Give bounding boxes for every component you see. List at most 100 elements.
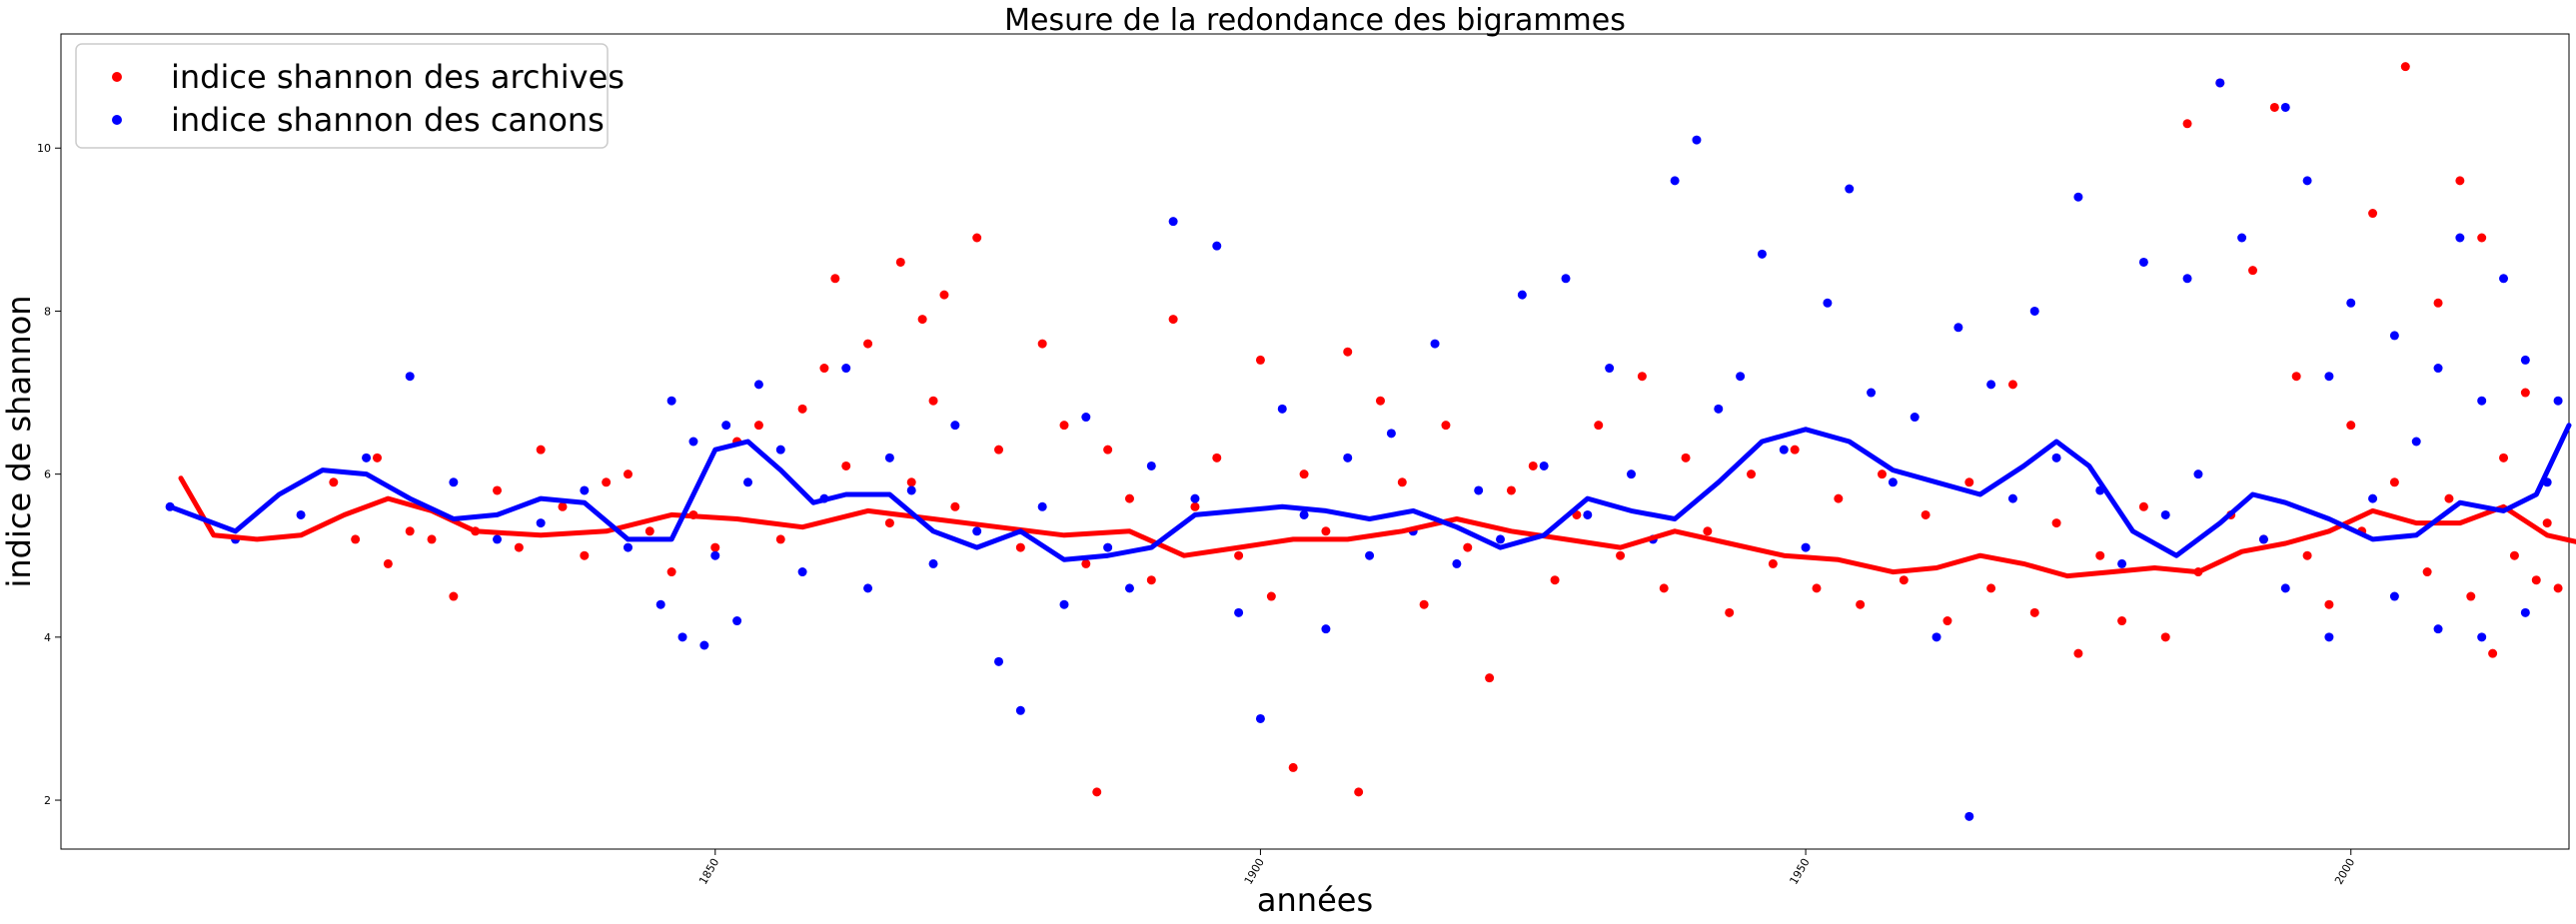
y-axis-label: indice de shannon	[0, 296, 38, 588]
data-point-archives	[1485, 673, 1495, 683]
data-point-canons	[1986, 380, 1996, 390]
data-point-canons	[1343, 453, 1353, 462]
data-point-canons	[2477, 632, 2487, 642]
data-point-archives	[917, 315, 927, 325]
data-point-archives	[1856, 599, 1866, 609]
data-point-archives	[710, 542, 720, 552]
legend-marker-canons	[112, 115, 122, 125]
data-point-canons	[753, 380, 763, 390]
data-point-archives	[1288, 762, 1298, 772]
data-point-archives	[775, 534, 785, 544]
data-point-canons	[1605, 364, 1615, 374]
x-tick-label: 1850	[696, 856, 721, 887]
data-point-archives	[1419, 599, 1429, 609]
data-point-archives	[2444, 493, 2454, 503]
data-point-archives	[2248, 266, 2258, 276]
data-point-canons	[1626, 469, 1636, 479]
data-point-canons	[1561, 274, 1571, 284]
data-point-archives	[2302, 550, 2312, 560]
data-point-canons	[2499, 274, 2509, 284]
data-point-archives	[1092, 787, 1102, 797]
data-point-canons	[2182, 274, 2192, 284]
data-point-archives	[1616, 550, 1626, 560]
data-point-canons	[2258, 534, 2268, 544]
data-point-archives	[2029, 607, 2039, 617]
data-point-archives	[1299, 469, 1309, 479]
data-point-canons	[1757, 249, 1767, 259]
data-point-canons	[2029, 306, 2039, 316]
data-points	[165, 62, 2563, 821]
data-point-canons	[775, 445, 785, 455]
chart-title: Mesure de la redondance des bigrammes	[1004, 3, 1626, 38]
data-point-canons	[1168, 217, 1178, 227]
data-point-archives	[1081, 558, 1091, 568]
data-point-canons	[1234, 607, 1244, 617]
data-point-canons	[1867, 388, 1877, 398]
data-point-archives	[1550, 575, 1560, 585]
data-point-archives	[928, 396, 938, 406]
data-point-canons	[1452, 558, 1462, 568]
data-point-archives	[1790, 445, 1800, 455]
data-point-canons	[2215, 78, 2225, 88]
data-point-archives	[2520, 388, 2530, 398]
data-point-archives	[536, 445, 546, 455]
data-point-archives	[1015, 542, 1025, 552]
data-point-archives	[1899, 575, 1909, 585]
data-point-canons	[2138, 257, 2148, 267]
data-point-canons	[1714, 404, 1724, 414]
data-point-canons	[2280, 102, 2290, 112]
data-point-canons	[1386, 429, 1396, 439]
data-point-canons	[2237, 233, 2247, 243]
data-point-archives	[2346, 421, 2356, 431]
data-point-canons	[2302, 176, 2312, 186]
data-point-canons	[1474, 485, 1484, 495]
data-point-archives	[2553, 583, 2563, 593]
data-point-archives	[1768, 558, 1778, 568]
y-tick-label: 2	[44, 794, 51, 807]
data-point-archives	[1528, 461, 1538, 470]
y-tick-label: 8	[44, 305, 51, 318]
data-point-canons	[1365, 550, 1375, 560]
data-point-canons	[2051, 453, 2061, 462]
data-point-archives	[2433, 298, 2443, 308]
data-point-archives	[2477, 233, 2487, 243]
data-point-archives	[2073, 648, 2083, 658]
data-point-archives	[2531, 575, 2541, 585]
data-point-archives	[427, 534, 437, 544]
data-point-canons	[1888, 477, 1898, 487]
data-point-archives	[2117, 616, 2127, 626]
data-point-archives	[558, 501, 568, 511]
data-point-archives	[2542, 518, 2552, 528]
data-point-archives	[2509, 550, 2519, 560]
data-point-archives	[1354, 787, 1364, 797]
data-point-archives	[830, 274, 840, 284]
data-point-canons	[1496, 534, 1506, 544]
data-point-archives	[2400, 62, 2410, 72]
data-point-canons	[1670, 176, 1680, 186]
data-point-canons	[1964, 811, 1974, 821]
data-point-archives	[2182, 119, 2192, 129]
data-point-canons	[1583, 509, 1593, 519]
data-point-canons	[2280, 583, 2290, 593]
data-point-archives	[1059, 421, 1069, 431]
data-point-canons	[710, 550, 720, 560]
data-point-canons	[1321, 624, 1331, 634]
data-point-canons	[1910, 413, 1920, 423]
data-point-canons	[1539, 461, 1549, 470]
data-point-canons	[1932, 632, 1941, 642]
data-point-archives	[493, 485, 503, 495]
data-point-archives	[1812, 583, 1822, 593]
data-point-canons	[1953, 323, 1963, 333]
data-point-canons	[677, 632, 687, 642]
x-axis-label: années	[1257, 881, 1373, 919]
data-point-archives	[1212, 453, 1222, 462]
data-point-canons	[950, 421, 960, 431]
data-point-canons	[721, 421, 731, 431]
data-point-archives	[2291, 372, 2301, 382]
data-point-archives	[1146, 575, 1156, 585]
data-point-archives	[2051, 518, 2061, 528]
trend-lines	[167, 423, 2576, 579]
data-point-archives	[1834, 493, 1844, 503]
data-point-canons	[2007, 493, 2017, 503]
